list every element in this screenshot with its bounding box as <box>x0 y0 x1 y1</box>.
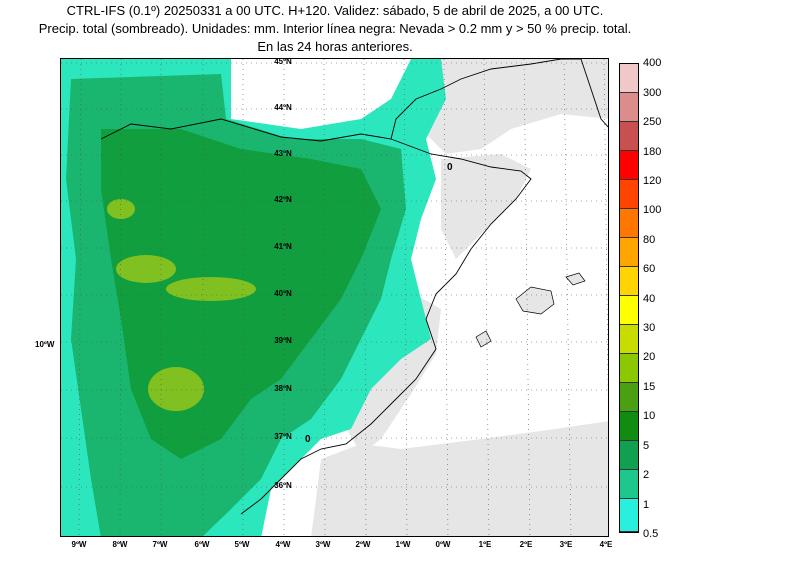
legend-label-80: 80 <box>643 234 656 246</box>
coastline-france <box>390 59 608 140</box>
legend-cell-30 <box>620 325 638 354</box>
lat-label-41n: 41ºN <box>274 242 292 251</box>
legend-cell-180 <box>620 151 638 180</box>
lon-label-9w: 9ºW <box>71 540 87 549</box>
legend-cell-100 <box>620 209 638 238</box>
lon-label-1e: 1ºE <box>478 540 492 549</box>
lat-label-43n: 43ºN <box>274 149 292 158</box>
lat-label-44n: 44ºN <box>274 103 292 112</box>
france-dry-land <box>421 59 608 154</box>
legend-label-250: 250 <box>643 116 662 128</box>
legend-cell-80 <box>620 238 638 267</box>
legend-label-20: 20 <box>643 351 656 363</box>
lon-label-8w: 8ºW <box>112 540 128 549</box>
legend-label-400: 400 <box>643 57 662 69</box>
precip-olive-patch-center <box>166 277 256 301</box>
lon-label-1w: 1ºW <box>395 540 411 549</box>
legend-label-60: 60 <box>643 263 656 275</box>
legend-cell-40 <box>620 296 638 325</box>
title-line-1: CTRL-IFS (0.1º) 20250331 a 00 UTC. H+120… <box>66 3 604 18</box>
title-line-3: En las 24 horas anteriores. <box>257 39 413 54</box>
lon-label-4w: 4ºW <box>275 540 291 549</box>
legend-cell-60 <box>620 267 638 296</box>
legend-cell-10 <box>620 412 638 441</box>
lon-label-5w: 5ºW <box>234 540 250 549</box>
snow-marker-pyrenees: 0 <box>447 162 453 173</box>
legend-label-180: 180 <box>643 146 662 158</box>
lon-label-3w: 3ºW <box>315 540 331 549</box>
title-line-2: Precip. total (sombreado). Unidades: mm.… <box>38 21 632 36</box>
lon-label-6w: 6ºW <box>194 540 210 549</box>
catalonia-dry-land <box>441 154 531 259</box>
legend-label-30: 30 <box>643 322 656 334</box>
mallorca-island <box>515 286 555 315</box>
legend-label-5: 5 <box>643 440 650 452</box>
lat-label-38n: 38ºN <box>274 384 292 393</box>
legend-cell-2 <box>620 470 638 499</box>
coastline-iberia <box>100 118 532 515</box>
legend-cell-20 <box>620 354 638 383</box>
precip-legend <box>619 63 639 533</box>
legend-cell-1 <box>620 499 638 532</box>
legend-label-2: 2 <box>643 469 650 481</box>
map-canvas: 0 0 <box>61 59 608 536</box>
legend-label-10: 10 <box>643 410 656 422</box>
lon-label-4e: 4ºE <box>599 540 613 549</box>
lat-label-45n: 45ºN <box>274 57 292 66</box>
menorca-island <box>565 272 586 286</box>
lat-label-42n: 42ºN <box>274 195 292 204</box>
precip-olive-patch-south <box>148 367 204 411</box>
legend-cell-15 <box>620 383 638 412</box>
africa-dry-land <box>311 421 608 536</box>
precipitation-map: 0 0 <box>60 58 609 537</box>
lat-label-36n: 36ºN <box>274 481 292 490</box>
legend-label-120: 120 <box>643 175 662 187</box>
lon-label-7w: 7ºW <box>152 540 168 549</box>
precip-olive-patch-west <box>116 255 176 283</box>
snow-marker-south: 0 <box>305 434 311 445</box>
legend-label-15: 15 <box>643 381 656 393</box>
legend-cell-300 <box>620 93 638 122</box>
lat-label-40n: 40ºN <box>274 289 292 298</box>
precip-olive-patch-north <box>107 199 135 219</box>
legend-cell-120 <box>620 180 638 209</box>
legend-label-300: 300 <box>643 87 662 99</box>
legend-label-1: 1 <box>643 499 650 511</box>
lon-label-2e: 2ºE <box>519 540 533 549</box>
ibiza-island <box>475 330 492 348</box>
lon-label-2w: 2ºW <box>355 540 371 549</box>
legend-label-0-5: 0.5 <box>643 528 659 540</box>
legend-label-100: 100 <box>643 204 662 216</box>
side-label-10w: 10ºW <box>35 340 55 349</box>
legend-cell-400 <box>620 64 638 93</box>
legend-cell-5 <box>620 441 638 470</box>
title-block: CTRL-IFS (0.1º) 20250331 a 00 UTC. H+120… <box>0 2 670 56</box>
legend-cell-250 <box>620 122 638 151</box>
lon-label-3e: 3ºE <box>559 540 573 549</box>
lat-label-37n: 37ºN <box>274 432 292 441</box>
lon-label-0w: 0ºW <box>435 540 451 549</box>
legend-label-40: 40 <box>643 293 656 305</box>
lat-label-39n: 39ºN <box>274 336 292 345</box>
